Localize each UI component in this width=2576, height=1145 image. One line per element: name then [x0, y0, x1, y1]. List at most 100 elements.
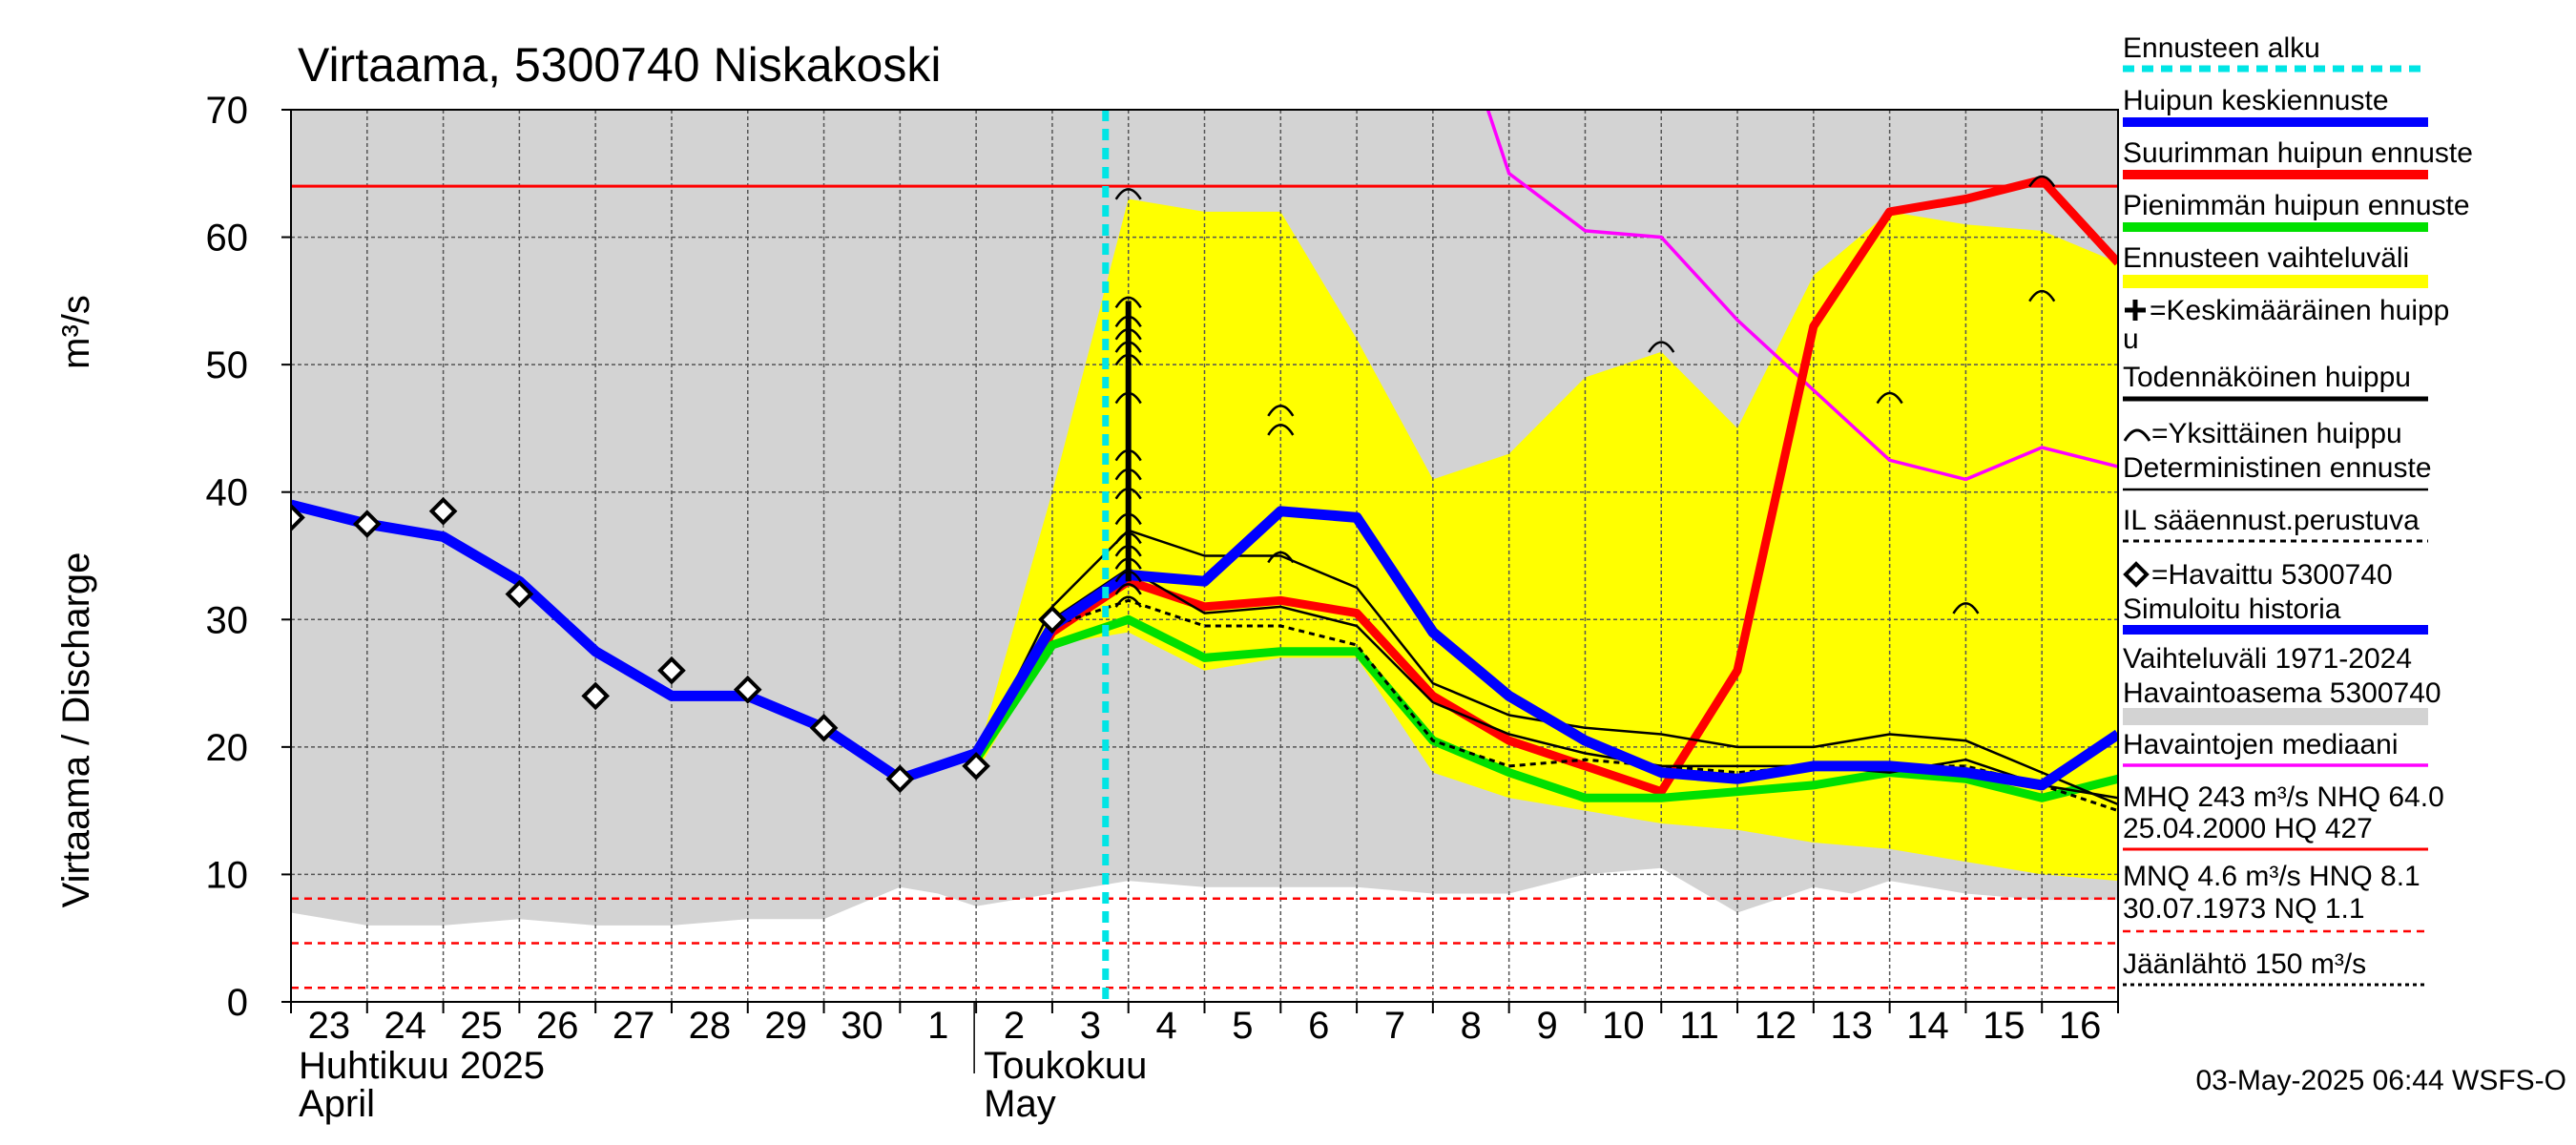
y-ticks: 0 10 20 30 40 50 60 70 — [206, 90, 291, 1024]
individual-peak-mark — [1267, 405, 1295, 417]
x-tick-label: 1 — [927, 1005, 948, 1047]
individual-peak-mark — [1114, 468, 1142, 481]
individual-peak-mark — [1267, 551, 1295, 564]
individual-peak-mark — [1876, 391, 1903, 405]
footer-timestamp: 03-May-2025 06:44 WSFS-O — [2196, 1065, 2567, 1096]
y-tick-label: 50 — [206, 344, 249, 386]
legend-mean-peak: Huipun keskiennuste — [2123, 85, 2389, 116]
legend-hq-date: 25.04.2000 HQ 427 — [2123, 813, 2373, 844]
x-tick-label: 16 — [2059, 1005, 2102, 1047]
legend-forecast-start: Ennusteen alku — [2123, 32, 2320, 64]
y-tick-label: 70 — [206, 90, 249, 132]
individual-peak-mark — [1114, 296, 1142, 309]
individual-peak-mark — [1648, 341, 1675, 353]
legend-diamond-icon — [2123, 561, 2150, 588]
peak-markers — [291, 175, 2056, 794]
legend: Ennusteen alku Huipun keskiennuste Suurimm… — [2123, 32, 2473, 987]
legend-individual-peak: =Yksittäinen huippu — [2151, 418, 2402, 449]
observed-point — [1038, 605, 1067, 635]
x-tick-label: 14 — [1906, 1005, 1949, 1047]
x-tick-label: 5 — [1232, 1005, 1253, 1047]
observed-point — [581, 681, 610, 711]
x-tick-label: 24 — [384, 1005, 426, 1047]
x-tick-label: 29 — [764, 1005, 807, 1047]
grid — [291, 110, 2118, 1002]
legend-il-forecast: IL sääennust.perustuva — [2123, 505, 2420, 536]
x-tick-label: 28 — [689, 1005, 732, 1047]
median-line — [1485, 110, 2118, 482]
observed-point — [352, 510, 382, 538]
x-tick-label: 15 — [1983, 1005, 2025, 1047]
y-tick-label: 0 — [227, 982, 248, 1024]
legend-deterministic: Deterministinen ennuste — [2123, 452, 2432, 484]
y-axis-unit: m³/s — [55, 295, 97, 369]
individual-peak-mark — [1114, 570, 1142, 583]
x-tick-label: 26 — [536, 1005, 579, 1047]
legend-forecast-band: Ennusteen vaihteluväli — [2123, 242, 2409, 274]
month-label-fi: Huhtikuu 2025 — [299, 1045, 545, 1087]
y-tick-label: 60 — [206, 218, 249, 260]
chart-title: Virtaama, 5300740 Niskakoski — [298, 38, 941, 92]
y-tick-label: 20 — [206, 727, 249, 769]
x-tick-label: 10 — [1602, 1005, 1645, 1047]
legend-ice-breakup: Jäänlähtö 150 m³/s — [2123, 948, 2366, 980]
x-tick-label: 3 — [1080, 1005, 1101, 1047]
observed-point — [505, 579, 534, 609]
x-tick-label: 23 — [308, 1005, 351, 1047]
x-tick-label: 25 — [460, 1005, 503, 1047]
x-ticks: 23 24 25 26 27 28 29 30 1 2 3 4 5 6 7 8 9 10 11 12 13 14 15 16 — [290, 1002, 2119, 1047]
x-tick-label: 8 — [1461, 1005, 1482, 1047]
legend-median: Havaintojen mediaani — [2123, 729, 2399, 760]
legend-arc-icon — [2123, 428, 2151, 442]
x-tick-label: 12 — [1755, 1005, 1797, 1047]
x-tick-label: 9 — [1536, 1005, 1557, 1047]
legend-simulated: Simuloitu historia — [2123, 593, 2341, 625]
x-tick-label: 4 — [1155, 1005, 1176, 1047]
month-label-fi: Toukokuu — [984, 1045, 1147, 1087]
individual-peak-mark — [1114, 328, 1142, 341]
legend-min-peak: Pienimmän huipun ennuste — [2123, 190, 2470, 221]
series-lines — [291, 110, 2118, 1002]
legend-mhq: MHQ 243 m³/s NHQ 64.0 — [2123, 781, 2444, 813]
observed-point — [428, 496, 458, 526]
legend-max-peak: Suurimman huipun ennuste — [2123, 137, 2473, 169]
legend-range-station: Havaintoasema 5300740 — [2123, 677, 2441, 709]
x-tick-label: 6 — [1308, 1005, 1329, 1047]
legend-swatch-history-band — [2123, 708, 2428, 725]
individual-peak-mark — [1114, 315, 1142, 328]
legend-probable-peak: Todennäköinen huippu — [2123, 362, 2411, 393]
month-label-en: May — [984, 1083, 1056, 1125]
y-tick-label: 40 — [206, 472, 249, 514]
y-tick-label: 10 — [206, 854, 249, 896]
legend-nq-date: 30.07.1973 NQ 1.1 — [2123, 893, 2365, 925]
observed-point — [291, 503, 305, 532]
x-tick-label: 7 — [1384, 1005, 1405, 1047]
individual-peak-mark — [2028, 289, 2056, 302]
individual-peak-mark — [1114, 341, 1142, 353]
legend-observed: =Havaittu 5300740 — [2151, 559, 2393, 591]
series-line-1 — [972, 614, 2118, 802]
x-tick-label: 30 — [841, 1005, 883, 1047]
observed-point — [733, 675, 762, 704]
individual-peak-mark — [1952, 602, 1980, 614]
y-axis-label: Virtaama / Discharge — [55, 552, 97, 908]
legend-range-period: Vaihteluväli 1971-2024 — [2123, 643, 2412, 675]
x-tick-label: 13 — [1830, 1005, 1873, 1047]
individual-peak-mark — [1114, 557, 1142, 570]
month-label-en: April — [299, 1083, 375, 1125]
series-line-0 — [972, 176, 2118, 797]
individual-peak-mark — [1114, 391, 1142, 405]
legend-mean-peak-marker-cont: u — [2123, 323, 2139, 355]
individual-peak-mark — [1114, 583, 1142, 595]
forecast-range-band — [976, 198, 2118, 882]
individual-peak-mark — [1114, 188, 1142, 200]
individual-peak-mark — [1114, 487, 1142, 500]
observed-point — [962, 752, 990, 781]
individual-peak-mark — [1114, 545, 1142, 557]
individual-peak-mark — [1114, 512, 1142, 526]
observed-point — [657, 656, 686, 685]
legend-swatch-forecast-band — [2123, 275, 2428, 288]
y-tick-label: 30 — [206, 599, 249, 641]
observed-point — [809, 713, 839, 742]
